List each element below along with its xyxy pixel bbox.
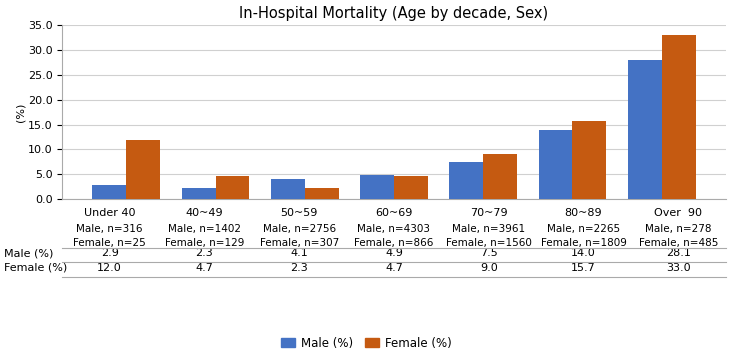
- Bar: [216, 176, 249, 199]
- Text: Male, n=2756: Male, n=2756: [262, 224, 336, 235]
- Bar: [627, 60, 662, 199]
- Bar: [572, 121, 606, 199]
- Text: 60~69: 60~69: [375, 208, 413, 218]
- Bar: [449, 162, 483, 199]
- Text: Male, n=278: Male, n=278: [645, 224, 712, 235]
- Text: Female, n=25: Female, n=25: [73, 238, 146, 248]
- Text: Female, n=866: Female, n=866: [354, 238, 434, 248]
- Text: 2.3: 2.3: [290, 263, 308, 273]
- Text: 28.1: 28.1: [666, 248, 690, 258]
- Bar: [305, 188, 339, 199]
- Text: Male, n=3961: Male, n=3961: [452, 224, 526, 235]
- Bar: [182, 188, 216, 199]
- Text: 15.7: 15.7: [571, 263, 596, 273]
- Text: Female, n=129: Female, n=129: [165, 238, 244, 248]
- Text: Female, n=1809: Female, n=1809: [540, 238, 627, 248]
- Text: 40~49: 40~49: [185, 208, 224, 218]
- Y-axis label: (%): (%): [15, 102, 25, 122]
- Text: 7.5: 7.5: [480, 248, 498, 258]
- Text: Female, n=307: Female, n=307: [259, 238, 339, 248]
- Bar: [483, 155, 517, 199]
- Text: 2.3: 2.3: [196, 248, 213, 258]
- Text: 70~79: 70~79: [470, 208, 507, 218]
- Bar: [126, 139, 161, 199]
- Text: 4.1: 4.1: [290, 248, 308, 258]
- Text: 9.0: 9.0: [480, 263, 498, 273]
- Text: 80~89: 80~89: [564, 208, 603, 218]
- Bar: [360, 175, 394, 199]
- Text: Female, n=485: Female, n=485: [638, 238, 718, 248]
- Text: 4.7: 4.7: [385, 263, 403, 273]
- Text: 50~59: 50~59: [281, 208, 318, 218]
- Bar: [662, 35, 696, 199]
- Text: 4.7: 4.7: [196, 263, 213, 273]
- Text: 2.9: 2.9: [100, 248, 119, 258]
- Text: Over  90: Over 90: [655, 208, 702, 218]
- Text: 14.0: 14.0: [571, 248, 596, 258]
- Text: Female (%): Female (%): [4, 263, 67, 273]
- Bar: [271, 179, 305, 199]
- Text: Male, n=4303: Male, n=4303: [358, 224, 430, 235]
- Text: Under 40: Under 40: [84, 208, 136, 218]
- Bar: [539, 130, 572, 199]
- Text: Female, n=1560: Female, n=1560: [446, 238, 531, 248]
- Text: 33.0: 33.0: [666, 263, 690, 273]
- Text: Male, n=1402: Male, n=1402: [168, 224, 241, 235]
- Text: Male (%): Male (%): [4, 248, 53, 258]
- Bar: [394, 176, 428, 199]
- Text: 12.0: 12.0: [97, 263, 122, 273]
- Text: Male, n=2265: Male, n=2265: [547, 224, 620, 235]
- Text: Male, n=316: Male, n=316: [76, 224, 143, 235]
- Bar: [92, 185, 126, 199]
- Text: 4.9: 4.9: [385, 248, 403, 258]
- Legend: Male (%), Female (%): Male (%), Female (%): [276, 332, 457, 354]
- Title: In-Hospital Mortality (Age by decade, Sex): In-Hospital Mortality (Age by decade, Se…: [240, 7, 548, 21]
